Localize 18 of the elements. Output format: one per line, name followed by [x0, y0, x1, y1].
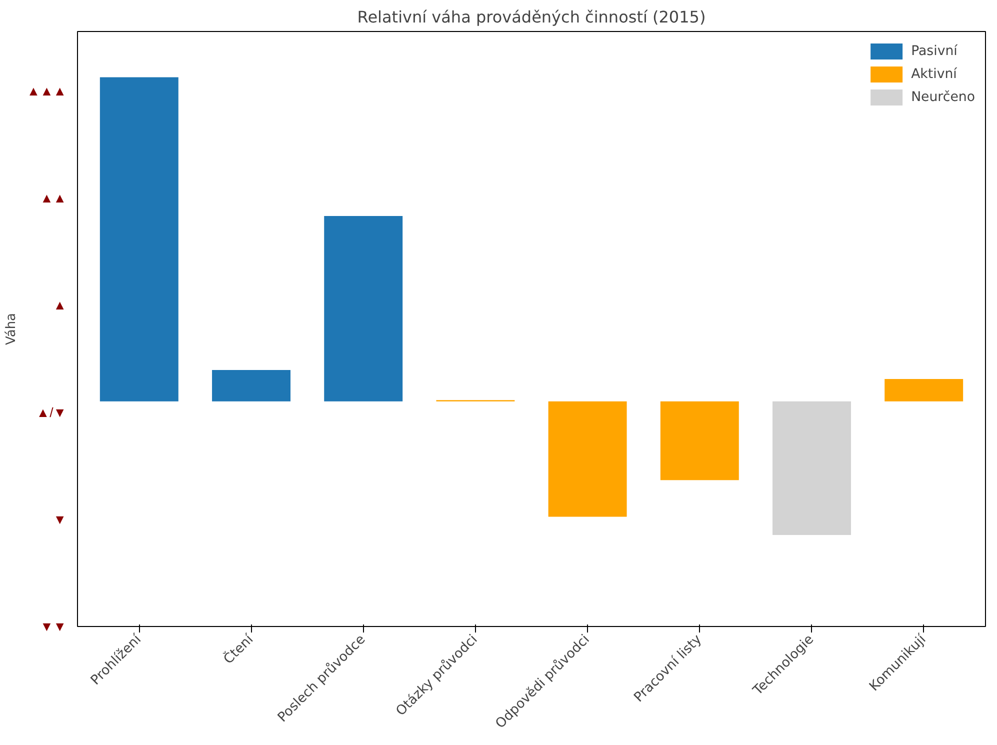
y-axis-title: Váha — [4, 312, 19, 346]
bar — [660, 401, 739, 480]
annotation: ▲/▼ — [36, 404, 67, 420]
legend-label: Neurčeno — [911, 90, 975, 104]
bar — [100, 77, 178, 402]
bar — [772, 401, 851, 535]
annotation: ▼ — [53, 512, 67, 527]
chart-title: Relativní váha prováděných činností (2015) — [357, 8, 706, 26]
bar — [548, 401, 627, 517]
legend-label: Aktivní — [911, 66, 957, 82]
legend-label: Pasivní — [911, 44, 958, 58]
annotation: ▲▲▲ — [26, 84, 67, 98]
text: ▼▼ — [40, 619, 67, 634]
annotation: ▲ — [53, 298, 67, 313]
bar — [324, 216, 403, 402]
bar — [212, 370, 290, 402]
bar — [884, 379, 964, 402]
annotation: ▲▲ — [40, 190, 67, 206]
